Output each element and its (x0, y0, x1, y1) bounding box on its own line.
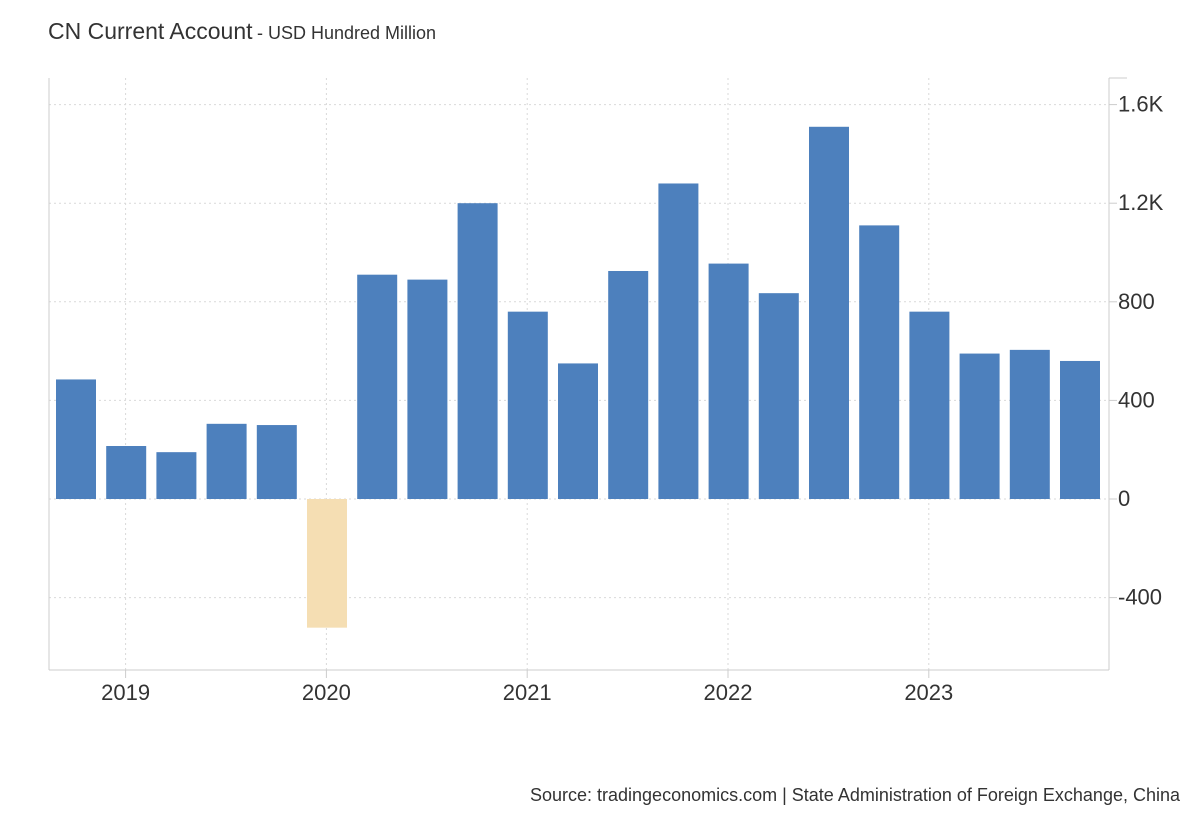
y-tick-label: 1.2K (1118, 190, 1164, 215)
bar-2021-q3 (608, 270, 649, 499)
bar-2022-q1 (708, 263, 749, 499)
bar-2021-q1 (507, 311, 548, 499)
y-tick-label: 800 (1118, 289, 1155, 314)
y-tick-label: 400 (1118, 387, 1155, 412)
chart-title: CN Current Account (48, 18, 253, 44)
x-tick-label: 2021 (503, 680, 552, 705)
y-tick-label: 1.6K (1118, 92, 1164, 117)
bar-2019-q3 (206, 423, 247, 499)
x-tick-label: 2019 (101, 680, 150, 705)
x-tick-label: 2020 (302, 680, 351, 705)
bar-2022-q4 (859, 225, 900, 499)
x-tick-label: 2023 (904, 680, 953, 705)
y-tick-label: -400 (1118, 585, 1162, 610)
bar-chart: -400 0 400 800 1.2K 1.6K 2019 2020 2021 2022 2023 (48, 77, 1164, 705)
bar-2020-q2 (357, 274, 398, 499)
bar-2021-q4 (658, 183, 699, 500)
bar-2019-q2 (156, 452, 197, 499)
source-note: Source: tradingeconomics.com | State Adm… (529, 785, 1180, 805)
bar-2020-q3 (407, 279, 448, 499)
bar-2023-q2 (959, 353, 1000, 499)
bar-2023-q3 (1009, 349, 1050, 499)
bar-2023-q1 (909, 311, 950, 499)
bar-2022-q2 (758, 293, 799, 499)
bar-2020-q1 (307, 499, 347, 628)
bar-2018-q4 (56, 379, 96, 499)
chart-subtitle: - USD Hundred Million (256, 23, 437, 43)
bar-2019-q1 (106, 446, 147, 499)
bar-2021-q2 (558, 363, 598, 499)
bar-2019-q4 (256, 425, 297, 499)
chart-title-block: CN Current Account - USD Hundred Million (48, 18, 436, 45)
x-tick-label: 2022 (704, 680, 753, 705)
bar-2020-q4 (457, 203, 498, 499)
y-tick-label: 0 (1118, 486, 1130, 511)
bar-2022-q3 (809, 126, 849, 499)
bar-2023-q4 (1060, 360, 1100, 499)
